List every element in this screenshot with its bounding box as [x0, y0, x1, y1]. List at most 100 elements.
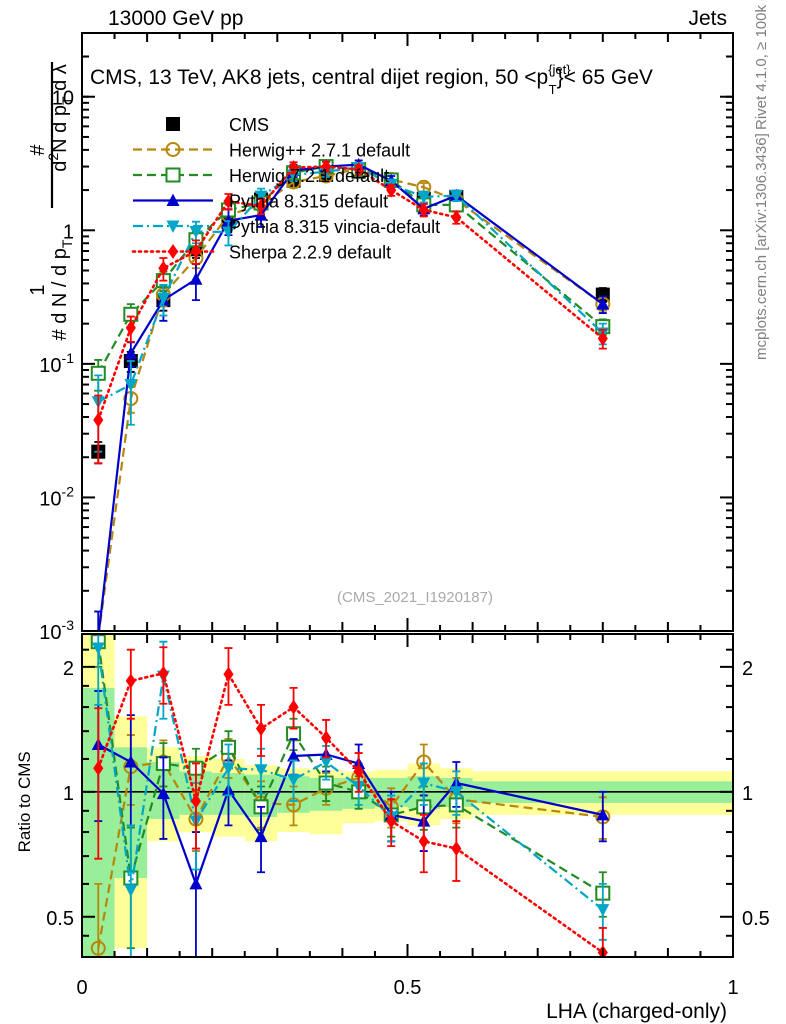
data-marker [451, 841, 462, 857]
data-marker [124, 379, 138, 392]
series-line [97, 167, 604, 631]
ratio-y-tick-label-right: 2 [742, 658, 753, 680]
x-axis-tick-label: 1 [727, 977, 738, 999]
data-marker [167, 244, 179, 259]
data-marker [417, 777, 431, 790]
data-marker [596, 297, 610, 310]
legend-label: Pythia 8.315 vincia-default [229, 217, 440, 237]
error-bar [94, 634, 103, 706]
ratio-y-tick-label-right: 1 [742, 783, 753, 805]
data-marker [125, 320, 136, 336]
data-marker [288, 160, 299, 176]
mcplots-source-label: mcplots.cern.ch [arXiv:1306.3436] [753, 133, 770, 360]
ratio-y-tick-label-left: 2 [63, 658, 74, 680]
data-marker [190, 793, 201, 809]
series-Sherpa 2.2.9 default [93, 159, 608, 465]
ratio-y-tick-label-left: 1 [63, 783, 74, 805]
data-marker [254, 190, 268, 204]
data-marker [189, 272, 203, 285]
ratio-uncertainty-bands [82, 634, 733, 957]
y-axis-label-denominator: # d N / d pT [49, 239, 75, 340]
data-marker [90, 940, 106, 956]
data-marker [254, 764, 268, 777]
data-marker [166, 220, 180, 233]
error-bar [94, 610, 103, 631]
data-marker [93, 412, 104, 428]
data-marker [321, 159, 332, 175]
ratio-y-tick-label-right: 0.5 [742, 908, 770, 930]
y-axis-tick-label: 10-2 [39, 483, 74, 510]
data-marker [287, 774, 301, 787]
legend-entry-4[interactable]: Pythia 8.315 vincia-default [133, 217, 440, 237]
data-marker [386, 182, 397, 198]
series-Sherpa 2.2.9 default-ratio [93, 646, 608, 957]
data-marker [223, 193, 234, 209]
ratio-y-tick-label-left: 0.5 [46, 908, 74, 930]
data-marker [451, 209, 462, 225]
plot-title: CMS, 13 TeV, AK8 jets, central dijet reg… [90, 62, 653, 97]
data-marker [417, 191, 431, 204]
data-marker [321, 730, 332, 746]
error-bar [94, 707, 103, 860]
data-marker [166, 117, 180, 131]
legend-label: Sherpa 2.2.9 default [229, 243, 391, 263]
data-marker [319, 756, 333, 769]
header-analysis-type: Jets [688, 7, 727, 30]
data-marker [287, 749, 301, 762]
data-marker [91, 642, 105, 655]
data-marker [165, 142, 181, 157]
data-marker [124, 755, 138, 768]
x-axis-tick-label: 0.5 [394, 977, 422, 999]
error-bar [94, 394, 103, 465]
data-marker [189, 877, 203, 890]
legend-label: Herwig++ 2.7.1 default [229, 141, 410, 161]
data-marker [124, 346, 138, 359]
rivet-version-label: Rivet 4.1.0, ≥ 100k events [753, 0, 770, 130]
data-marker [223, 666, 234, 682]
error-bar [126, 360, 135, 426]
data-marker [418, 833, 429, 849]
data-marker [449, 190, 463, 203]
data-marker [596, 904, 610, 917]
legend-label: Pythia 8.315 default [229, 192, 388, 212]
data-marker [125, 673, 136, 689]
data-marker [221, 762, 235, 776]
data-marker [156, 786, 170, 800]
legend-label: Herwig 7.2.1 default [229, 166, 389, 186]
analysis-id-watermark: (CMS_2021_I1920187) [337, 589, 493, 606]
y-axis-label-fraction-one: 1 [27, 284, 49, 295]
legend-entry-5[interactable]: Sherpa 2.2.9 default [131, 243, 391, 263]
data-marker [189, 225, 203, 239]
y-axis-label-numerator: d2N d pT d λ [45, 64, 75, 172]
data-marker [93, 760, 104, 776]
data-marker [221, 226, 235, 239]
data-marker [156, 292, 170, 306]
data-marker [158, 260, 169, 276]
data-marker [255, 198, 267, 214]
x-axis-tick-label: 0 [76, 977, 87, 999]
x-axis-label: LHA (charged-only) [546, 1000, 727, 1023]
legend-entry-0[interactable]: CMS [166, 115, 269, 135]
data-marker [386, 813, 397, 829]
data-marker [288, 699, 299, 715]
header-collider-energy: 13000 GeV pp [108, 7, 243, 30]
y-axis-label-hash-denominator: # [27, 144, 49, 156]
data-marker [221, 213, 235, 227]
y-axis-tick-label: 10-3 [39, 617, 74, 644]
error-bar [126, 824, 135, 957]
data-marker [597, 330, 608, 346]
legend-entry-1[interactable]: Herwig++ 2.7.1 default [133, 141, 410, 161]
data-marker [449, 786, 463, 799]
legend-label: CMS [229, 115, 269, 135]
data-marker [165, 167, 181, 183]
error-bar [94, 883, 103, 957]
legend-entry-3[interactable]: Pythia 8.315 default [133, 192, 388, 212]
y-axis-tick-label: 1 [63, 221, 74, 243]
y-axis-tick-label: 10-1 [39, 350, 74, 377]
data-marker [166, 193, 180, 207]
data-marker [124, 884, 138, 897]
legend-entry-2[interactable]: Herwig 7.2.1 default [133, 166, 389, 186]
data-marker [255, 721, 267, 737]
